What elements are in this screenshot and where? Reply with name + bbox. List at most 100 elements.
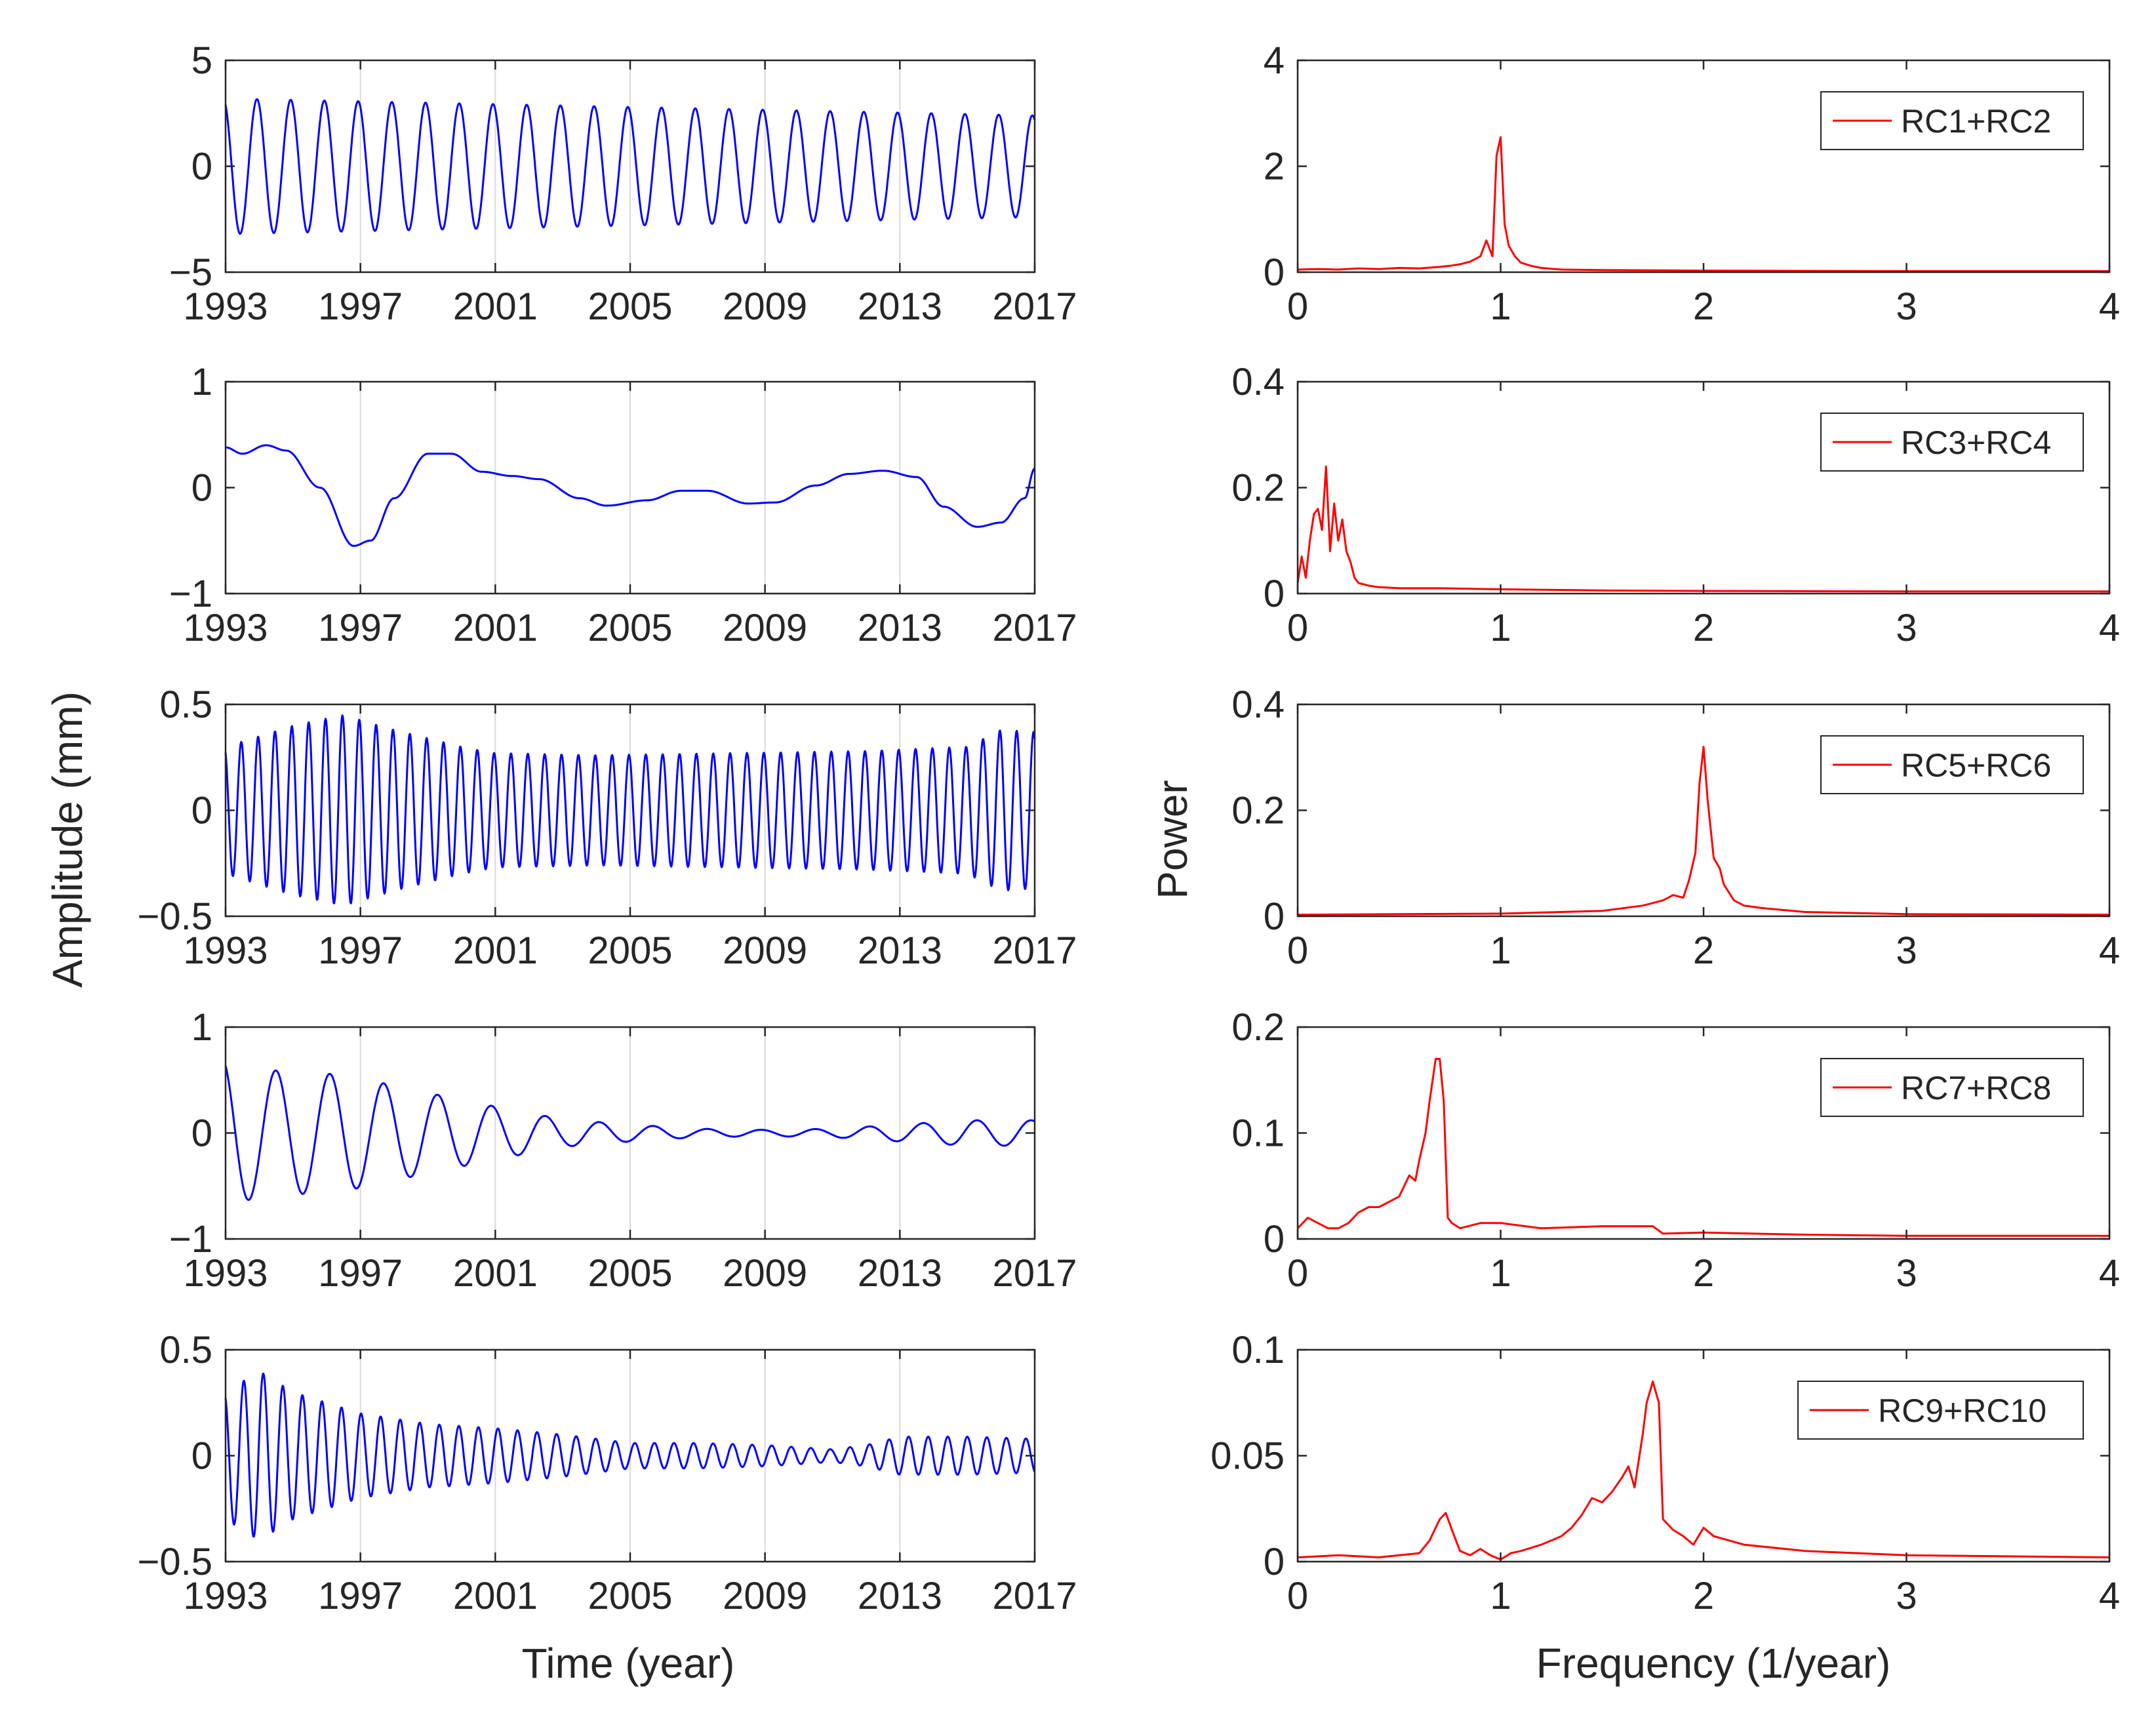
y-tick-label: 0.5 <box>159 1329 212 1371</box>
legend: RC1+RC2 <box>1820 91 2084 150</box>
legend-label: RC1+RC2 <box>1901 103 2051 140</box>
spectrum-line <box>1297 136 2109 272</box>
x-tick-label: 2017 <box>992 607 1077 649</box>
x-tick-label: 2005 <box>588 1252 672 1295</box>
y-tick-label: 0.1 <box>1231 1112 1285 1155</box>
y-tick-label: 0 <box>191 1435 212 1478</box>
time-series-line <box>224 98 1036 235</box>
x-tick-label: 2001 <box>453 929 538 972</box>
x-tick-label: 2017 <box>992 929 1077 972</box>
x-tick-label: 1993 <box>183 1252 268 1295</box>
legend-label: RC5+RC6 <box>1901 747 2051 784</box>
x-tick-label: 3 <box>1896 1575 1917 1617</box>
x-tick-label: 2005 <box>588 929 672 972</box>
y-tick-label: 0 <box>191 790 212 832</box>
x-tick-label: 1993 <box>183 607 268 649</box>
y-tick-label: 4 <box>1264 39 1285 82</box>
x-tick-label: 2005 <box>588 607 672 649</box>
x-tick-label: 4 <box>2099 1575 2120 1617</box>
x-tick-label: 2017 <box>992 285 1077 328</box>
legend: RC7+RC8 <box>1820 1058 2084 1117</box>
x-tick-label: 1 <box>1490 607 1511 649</box>
y-tick-label: −5 <box>169 251 212 294</box>
time-series-line <box>224 1372 1036 1538</box>
y-tick-label: 0 <box>1264 1541 1285 1583</box>
right-xlabel: Frequency (1/year) <box>1536 1640 1891 1687</box>
y-tick-label: −1 <box>169 573 212 615</box>
y-tick-label: 0.5 <box>159 683 212 726</box>
x-tick-label: 1997 <box>318 285 403 328</box>
y-tick-label: 0.1 <box>1231 1329 1285 1371</box>
x-tick-label: 3 <box>1896 929 1917 972</box>
x-tick-label: 2009 <box>723 285 807 328</box>
legend: RC5+RC6 <box>1820 735 2084 794</box>
x-tick-label: 1 <box>1490 929 1511 972</box>
time-panel-5: 1993 1997 2001 2005 2009 2013 2017 0.5 0 −0.5 <box>138 1329 1077 1617</box>
x-tick-label: 2001 <box>453 607 538 649</box>
x-tick-label: 3 <box>1896 607 1917 649</box>
x-tick-label: 2009 <box>723 1575 807 1617</box>
x-tick-label: 2013 <box>858 607 942 649</box>
y-tick-label: 1 <box>191 361 212 403</box>
spectrum-panel-4: 0 1 2 3 4 0.2 0.1 0 RC7+RC8 <box>1231 1006 2120 1295</box>
time-panel-4: 1993 1997 2001 2005 2009 2013 2017 1 0 −1 <box>169 1006 1077 1295</box>
y-tick-label: 0.4 <box>1231 683 1285 726</box>
x-tick-label: 2001 <box>453 285 538 328</box>
time-panel-3: 1993 1997 2001 2005 2009 2013 2017 0.5 0 −0.5 <box>138 683 1077 972</box>
spectrum-panel-1: 0 1 2 3 4 4 2 0 RC1+RC2 <box>1264 39 2120 328</box>
x-tick-label: 2 <box>1693 1575 1714 1617</box>
x-tick-label: 1997 <box>318 1252 403 1295</box>
y-tick-label: 0.2 <box>1231 790 1285 832</box>
legend-label: RC9+RC10 <box>1878 1392 2046 1429</box>
x-tick-label: 2001 <box>453 1252 538 1295</box>
x-tick-label: 0 <box>1287 1252 1308 1295</box>
legend-label: RC7+RC8 <box>1901 1070 2051 1106</box>
x-tick-label: 2005 <box>588 1575 672 1617</box>
x-tick-label: 1993 <box>183 929 268 972</box>
x-tick-label: 2009 <box>723 1252 807 1295</box>
spectrum-line <box>1296 1058 2109 1237</box>
y-tick-label: 0 <box>1264 251 1285 294</box>
x-tick-label: 2 <box>1693 1252 1714 1295</box>
time-series-line <box>224 1065 1035 1201</box>
spectrum-line <box>1297 1380 2110 1561</box>
left-ylabel: Amplitude (mm) <box>44 691 91 988</box>
x-tick-label: 2013 <box>858 285 942 328</box>
spectrum-panel-2: 0 1 2 3 4 0.4 0.2 0 RC3+RC4 <box>1231 361 2120 649</box>
y-tick-label: −0.5 <box>138 1541 213 1583</box>
legend-label: RC3+RC4 <box>1901 424 2051 461</box>
y-tick-label: 0 <box>191 1112 212 1155</box>
y-tick-label: 0 <box>191 467 212 510</box>
time-panel-1: 1993 1997 2001 2005 2009 2013 2017 5 0 −5 <box>169 39 1077 328</box>
y-tick-label: 0.2 <box>1231 467 1285 510</box>
x-tick-label: 2001 <box>453 1575 538 1617</box>
y-tick-label: 0.2 <box>1231 1006 1285 1049</box>
x-tick-label: 2013 <box>858 1575 942 1617</box>
x-tick-label: 2 <box>1693 929 1714 972</box>
legend-box <box>1797 1381 2084 1440</box>
x-tick-label: 1 <box>1490 1575 1511 1617</box>
x-tick-label: 2013 <box>858 929 942 972</box>
y-tick-label: 1 <box>191 1006 212 1049</box>
y-tick-label: −1 <box>169 1218 212 1261</box>
x-tick-label: 4 <box>2099 1252 2120 1295</box>
right-ylabel: Power <box>1149 780 1196 899</box>
y-tick-label: 0 <box>1264 1218 1285 1261</box>
x-tick-label: 4 <box>2099 607 2120 649</box>
x-tick-label: 1 <box>1490 1252 1511 1295</box>
legend-box <box>1820 413 2084 472</box>
x-tick-label: 1997 <box>318 929 403 972</box>
x-tick-label: 3 <box>1896 285 1917 328</box>
x-tick-label: 3 <box>1896 1252 1917 1295</box>
x-tick-label: 1997 <box>318 1575 403 1617</box>
x-tick-label: 0 <box>1287 285 1308 328</box>
legend: RC3+RC4 <box>1820 413 2084 472</box>
x-tick-label: 0 <box>1287 607 1308 649</box>
spectrum-panel-3: 0 1 2 3 4 0.4 0.2 0 RC5+RC6 <box>1231 683 2120 972</box>
x-tick-label: 0 <box>1287 1575 1308 1617</box>
x-tick-label: 1997 <box>318 607 403 649</box>
x-tick-label: 2009 <box>723 929 807 972</box>
x-tick-label: 1 <box>1490 285 1511 328</box>
